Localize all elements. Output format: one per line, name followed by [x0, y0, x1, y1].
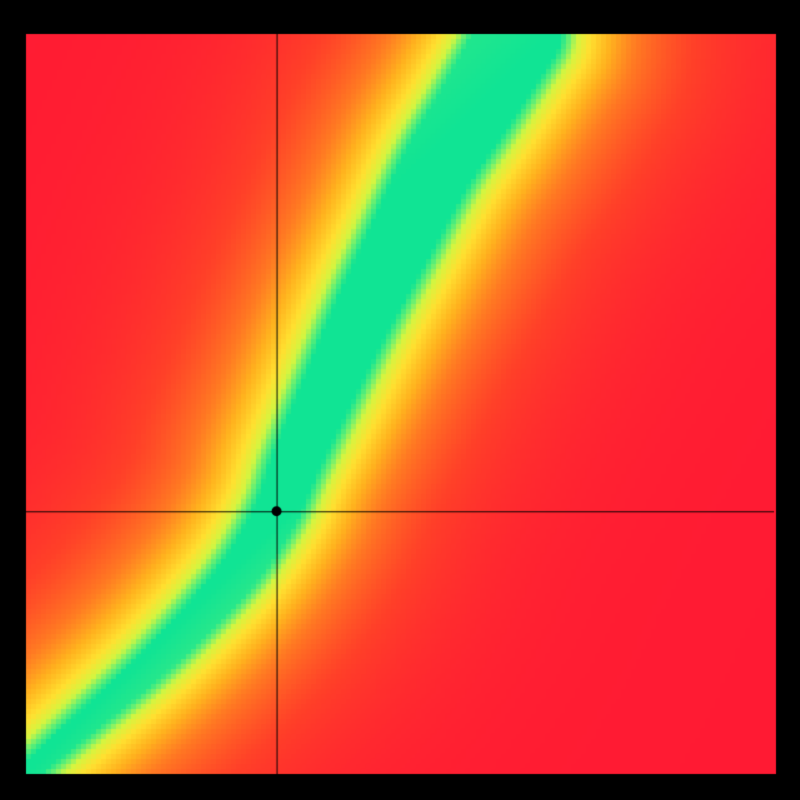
bottleneck-heatmap [0, 0, 800, 800]
chart-container: TheBottleneck.com [0, 0, 800, 800]
